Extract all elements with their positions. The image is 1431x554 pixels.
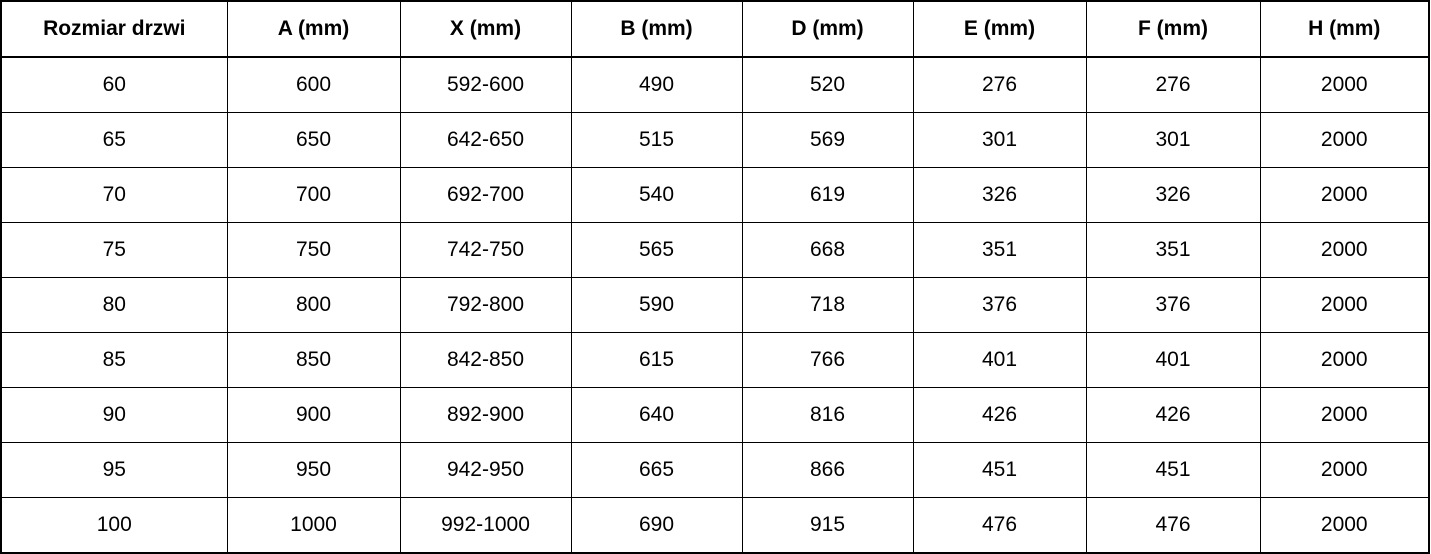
cell-rozmiar-drzwi: 80 [0, 277, 228, 333]
cell-b: 640 [570, 387, 743, 443]
cell-e: 301 [912, 112, 1087, 168]
cell-rozmiar-drzwi: 95 [0, 442, 228, 498]
cell-b: 540 [570, 167, 743, 223]
cell-rozmiar-drzwi: 70 [0, 167, 228, 223]
table-header: Rozmiar drzwi A (mm) X (mm) B (mm) D (mm… [0, 0, 1430, 58]
column-header-h: H (mm) [1259, 0, 1430, 58]
cell-e: 376 [912, 277, 1087, 333]
cell-b: 665 [570, 442, 743, 498]
column-header-e: E (mm) [912, 0, 1087, 58]
cell-d: 520 [741, 56, 914, 113]
cell-b: 590 [570, 277, 743, 333]
cell-f: 301 [1085, 112, 1261, 168]
cell-rozmiar-drzwi: 90 [0, 387, 228, 443]
cell-f: 476 [1085, 497, 1261, 554]
cell-e: 451 [912, 442, 1087, 498]
cell-f: 351 [1085, 222, 1261, 278]
cell-b: 565 [570, 222, 743, 278]
column-header-b: B (mm) [570, 0, 743, 58]
cell-b: 490 [570, 56, 743, 113]
table-row: 95 950 942-950 665 866 451 451 2000 [0, 442, 1430, 498]
cell-d: 816 [741, 387, 914, 443]
table-row: 70 700 692-700 540 619 326 326 2000 [0, 167, 1430, 223]
cell-x: 992-1000 [399, 497, 572, 554]
cell-b: 515 [570, 112, 743, 168]
cell-f: 401 [1085, 332, 1261, 388]
column-header-rozmiar-drzwi: Rozmiar drzwi [0, 0, 228, 58]
column-header-d: D (mm) [741, 0, 914, 58]
cell-a: 750 [226, 222, 401, 278]
cell-f: 426 [1085, 387, 1261, 443]
cell-f: 276 [1085, 56, 1261, 113]
cell-d: 668 [741, 222, 914, 278]
cell-x: 892-900 [399, 387, 572, 443]
cell-rozmiar-drzwi: 85 [0, 332, 228, 388]
cell-d: 915 [741, 497, 914, 554]
cell-d: 619 [741, 167, 914, 223]
cell-e: 351 [912, 222, 1087, 278]
cell-b: 615 [570, 332, 743, 388]
cell-x: 692-700 [399, 167, 572, 223]
table-row: 85 850 842-850 615 766 401 401 2000 [0, 332, 1430, 388]
table-row: 60 600 592-600 490 520 276 276 2000 [0, 56, 1430, 113]
cell-rozmiar-drzwi: 100 [0, 497, 228, 554]
cell-a: 850 [226, 332, 401, 388]
cell-e: 426 [912, 387, 1087, 443]
cell-h: 2000 [1259, 277, 1430, 333]
table-row: 65 650 642-650 515 569 301 301 2000 [0, 112, 1430, 168]
cell-e: 476 [912, 497, 1087, 554]
cell-rozmiar-drzwi: 65 [0, 112, 228, 168]
cell-h: 2000 [1259, 112, 1430, 168]
table-header-row: Rozmiar drzwi A (mm) X (mm) B (mm) D (mm… [0, 0, 1430, 58]
cell-a: 900 [226, 387, 401, 443]
cell-h: 2000 [1259, 56, 1430, 113]
cell-d: 569 [741, 112, 914, 168]
column-header-f: F (mm) [1085, 0, 1261, 58]
cell-a: 650 [226, 112, 401, 168]
cell-a: 1000 [226, 497, 401, 554]
cell-d: 866 [741, 442, 914, 498]
table-row: 100 1000 992-1000 690 915 476 476 2000 [0, 497, 1430, 554]
cell-b: 690 [570, 497, 743, 554]
table-body: 60 600 592-600 490 520 276 276 2000 65 6… [0, 56, 1430, 554]
cell-f: 326 [1085, 167, 1261, 223]
cell-e: 276 [912, 56, 1087, 113]
cell-h: 2000 [1259, 222, 1430, 278]
cell-rozmiar-drzwi: 60 [0, 56, 228, 113]
table-row: 75 750 742-750 565 668 351 351 2000 [0, 222, 1430, 278]
cell-h: 2000 [1259, 387, 1430, 443]
cell-e: 326 [912, 167, 1087, 223]
cell-h: 2000 [1259, 497, 1430, 554]
cell-a: 950 [226, 442, 401, 498]
table-row: 90 900 892-900 640 816 426 426 2000 [0, 387, 1430, 443]
cell-h: 2000 [1259, 332, 1430, 388]
column-header-a: A (mm) [226, 0, 401, 58]
cell-d: 766 [741, 332, 914, 388]
cell-x: 592-600 [399, 56, 572, 113]
cell-x: 742-750 [399, 222, 572, 278]
cell-x: 942-950 [399, 442, 572, 498]
cell-a: 600 [226, 56, 401, 113]
cell-rozmiar-drzwi: 75 [0, 222, 228, 278]
cell-x: 842-850 [399, 332, 572, 388]
cell-h: 2000 [1259, 167, 1430, 223]
cell-e: 401 [912, 332, 1087, 388]
cell-h: 2000 [1259, 442, 1430, 498]
cell-a: 800 [226, 277, 401, 333]
cell-x: 792-800 [399, 277, 572, 333]
cell-x: 642-650 [399, 112, 572, 168]
cell-d: 718 [741, 277, 914, 333]
column-header-x: X (mm) [399, 0, 572, 58]
cell-a: 700 [226, 167, 401, 223]
cell-f: 451 [1085, 442, 1261, 498]
cell-f: 376 [1085, 277, 1261, 333]
table-row: 80 800 792-800 590 718 376 376 2000 [0, 277, 1430, 333]
